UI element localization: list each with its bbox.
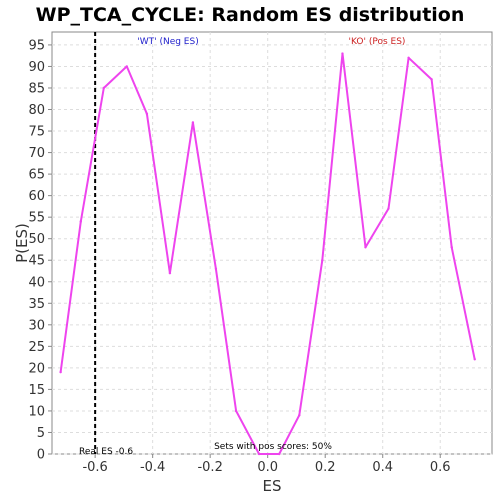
data-point	[321, 259, 324, 262]
plot-area	[51, 31, 493, 455]
x-axis-label: ES	[263, 477, 282, 495]
x-tick-label: -0.2	[197, 460, 222, 475]
y-tick-label: 70	[28, 146, 45, 161]
y-tick-label: 5	[37, 426, 45, 441]
x-axis: -0.6 -0.4 -0.2 0.0 0.2 0.4 0.6	[82, 454, 451, 475]
chart-title: WP_TCA_CYCLE: Random ES distribution	[36, 4, 465, 26]
pos-scores-label: Sets with pos scores: 50%	[214, 442, 332, 452]
pos-es-label: 'KO' (Pos ES)	[349, 37, 406, 47]
data-point	[341, 52, 344, 55]
y-tick-label: 20	[28, 361, 45, 376]
x-tick-label: -0.4	[140, 460, 165, 475]
data-point	[473, 358, 476, 361]
data-point	[234, 409, 238, 413]
y-tick-label: 75	[28, 125, 45, 140]
x-tick-label: 0.0	[257, 460, 278, 475]
x-tick-label: 0.6	[430, 460, 451, 475]
real-es-label: Real ES -0.6	[79, 447, 133, 457]
y-tick-label: 40	[28, 275, 45, 290]
x-tick-label: 0.4	[372, 460, 393, 475]
y-tick-label: 55	[28, 211, 45, 226]
data-point	[387, 207, 390, 210]
data-point	[59, 370, 62, 374]
neg-es-label: 'WT' (Neg ES)	[137, 37, 198, 47]
y-tick-label: 15	[28, 383, 45, 398]
data-point	[450, 246, 453, 249]
y-tick-label: 90	[28, 60, 45, 75]
y-tick-label: 45	[28, 254, 45, 269]
y-tick-label: 30	[28, 318, 45, 333]
y-tick-label: 65	[28, 168, 45, 183]
y-tick-label: 50	[28, 232, 45, 247]
series-line	[59, 52, 476, 455]
x-tick-label: 0.2	[315, 460, 336, 475]
data-point	[364, 246, 367, 249]
y-axis-label: P(ES)	[13, 223, 31, 263]
data-point	[145, 112, 149, 116]
y-tick-label: 60	[28, 189, 45, 204]
data-point	[214, 267, 218, 271]
data-point	[79, 220, 82, 223]
y-tick-label: 10	[28, 404, 45, 419]
data-point	[257, 452, 261, 456]
data-point	[430, 78, 433, 81]
y-axis: 0 5 10 15 20 25 30 35 40 45 50 55 60 65 70 75 80 85 90 95	[28, 38, 52, 463]
data-point	[191, 121, 195, 124]
data-point	[102, 86, 105, 90]
data-point	[277, 452, 281, 456]
y-tick-label: 95	[28, 38, 45, 53]
data-point	[168, 271, 172, 275]
series-layer	[59, 52, 476, 456]
x-tick-label: -0.6	[82, 460, 107, 475]
data-point	[407, 56, 410, 60]
y-tick-label: 80	[28, 103, 45, 118]
y-tick-label: 35	[28, 297, 45, 312]
data-point	[298, 414, 301, 417]
data-point	[125, 65, 128, 68]
y-tick-label: 25	[28, 340, 45, 355]
y-tick-label: 85	[28, 81, 45, 96]
y-tick-label: 0	[37, 448, 45, 463]
